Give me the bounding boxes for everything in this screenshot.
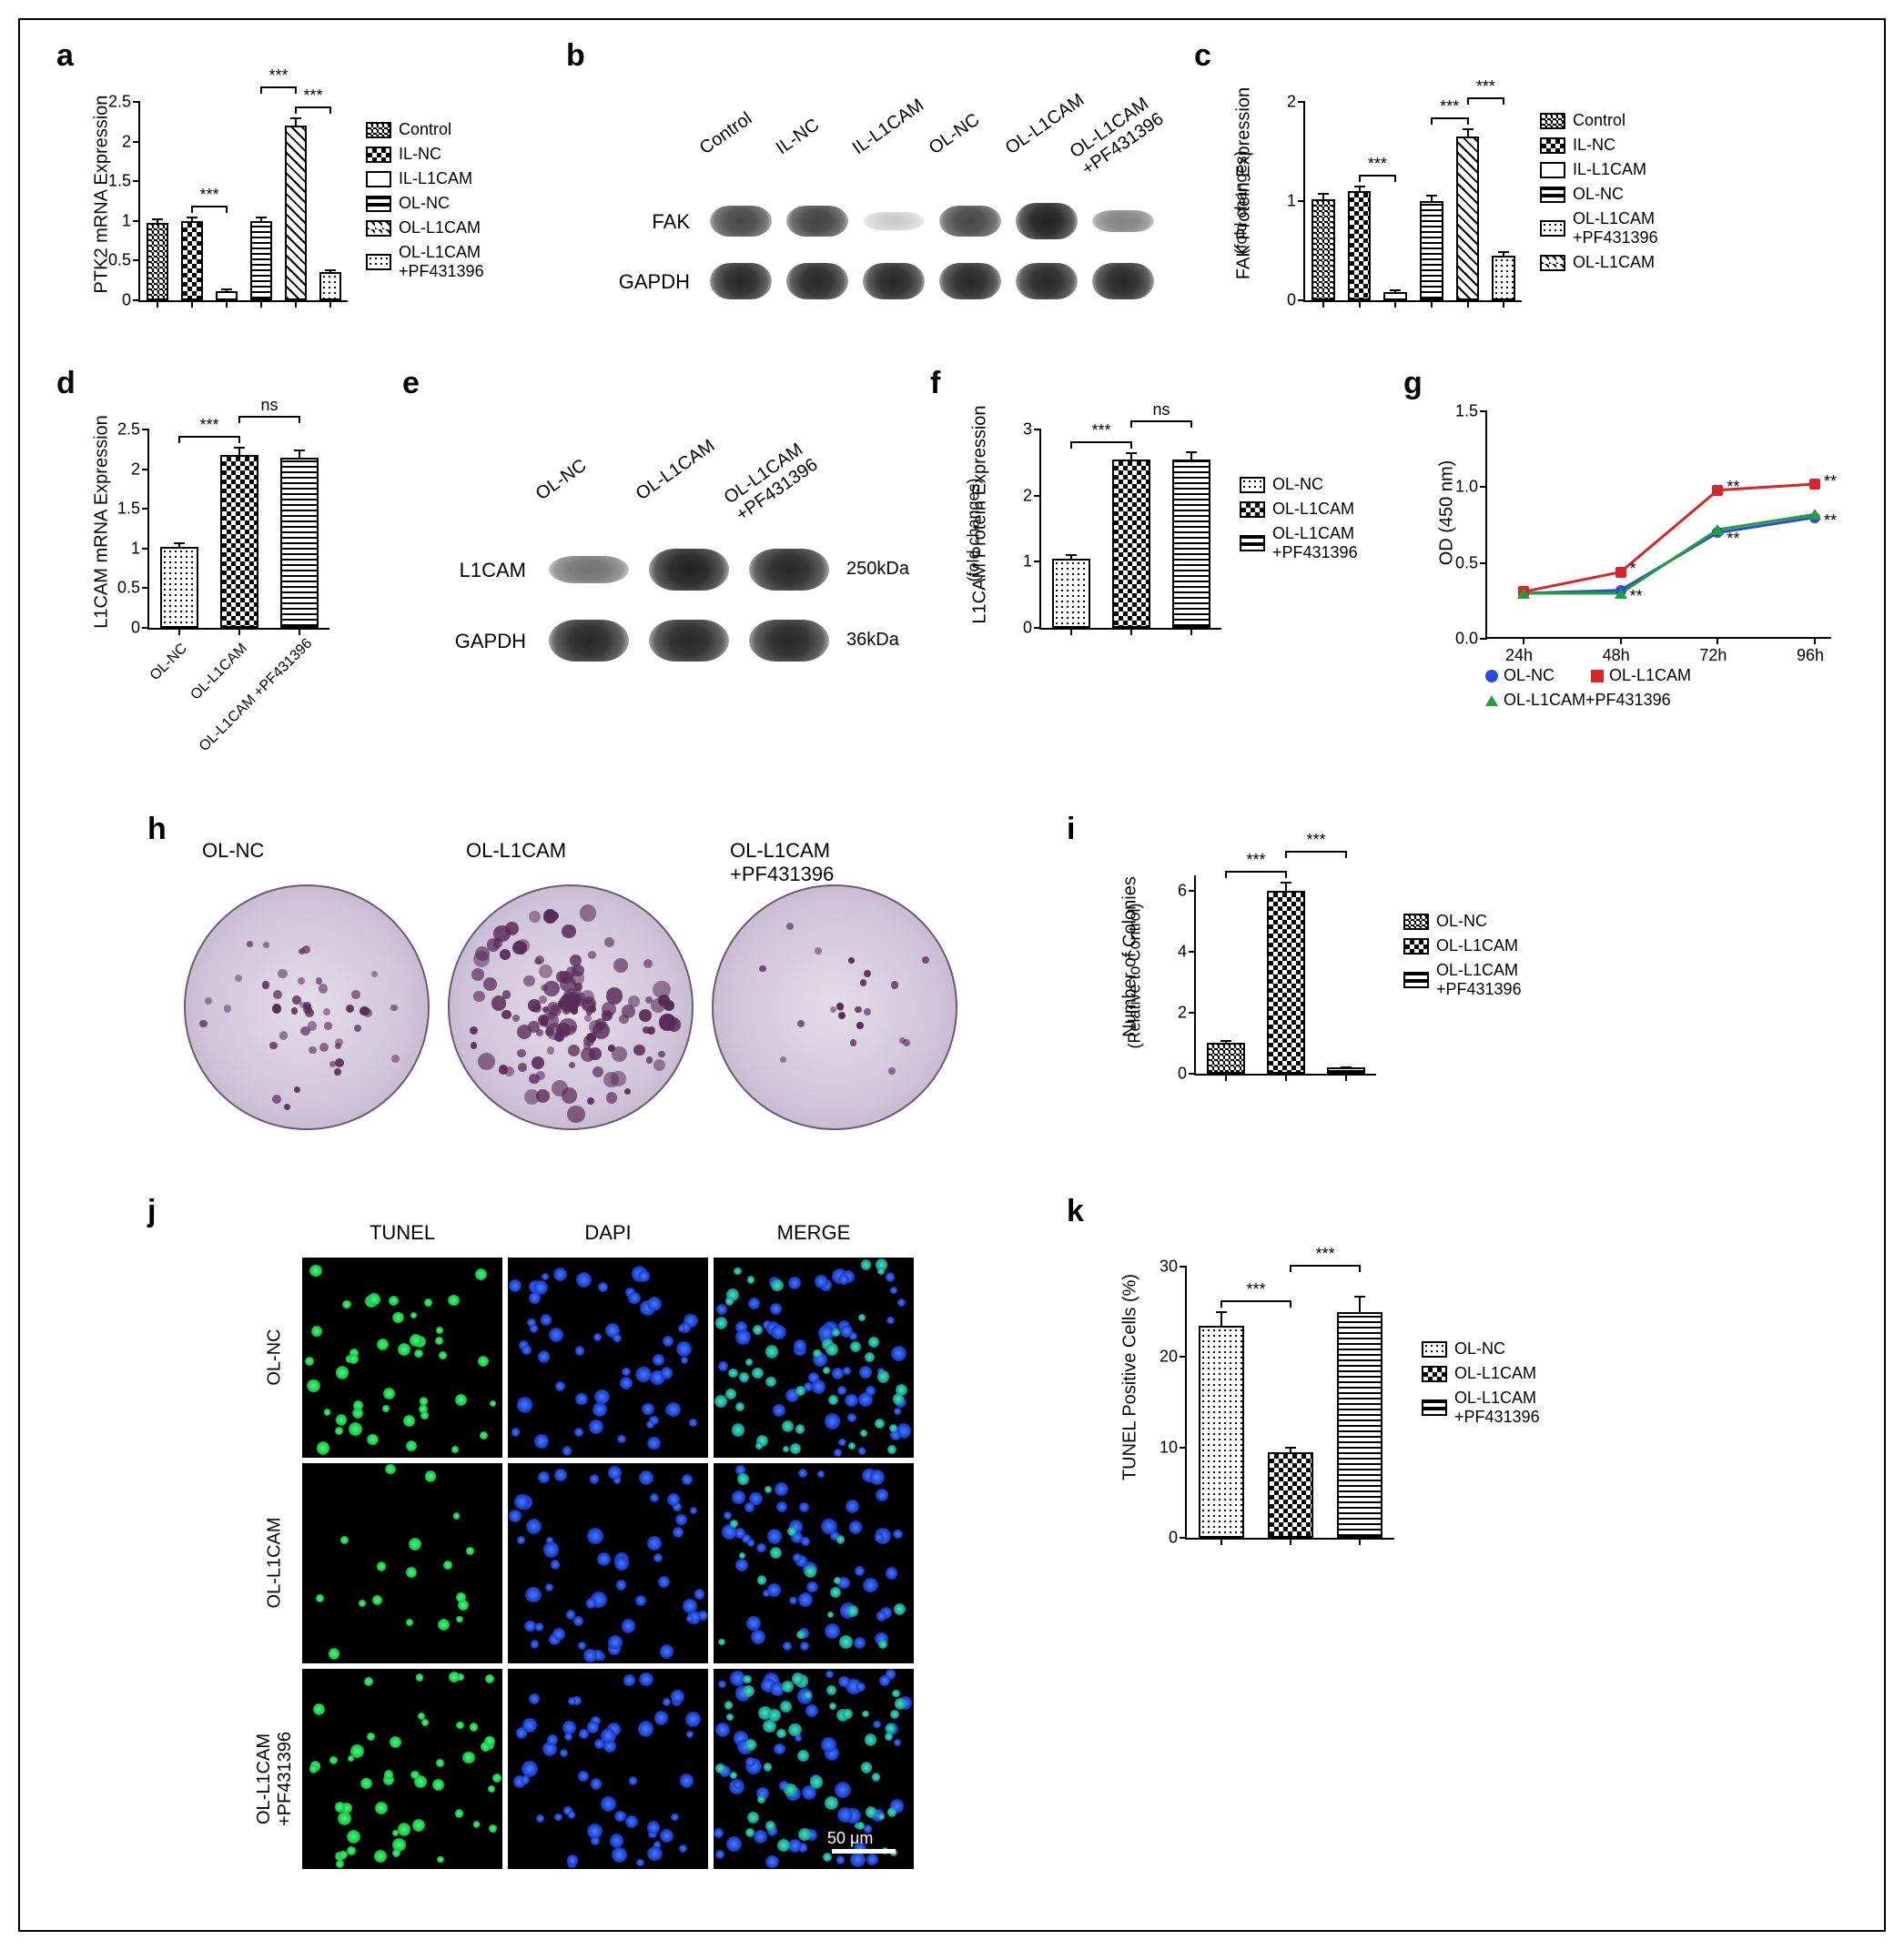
panel-label-k: k bbox=[1067, 1194, 1084, 1229]
legend-item: OL-L1CAM bbox=[1422, 1364, 1540, 1383]
bar bbox=[1172, 460, 1211, 628]
legend-item: OL-L1CAM bbox=[1403, 936, 1522, 955]
colony-plate bbox=[184, 884, 430, 1130]
legend-item: Control bbox=[366, 120, 484, 139]
bar bbox=[1112, 460, 1151, 628]
legend-item: OL-NC bbox=[1240, 475, 1358, 494]
legend-item: IL-L1CAM bbox=[1540, 160, 1658, 179]
colony-plate bbox=[448, 884, 694, 1130]
panel-label-a: a bbox=[56, 38, 74, 74]
bar bbox=[1052, 559, 1091, 628]
panel-label-g: g bbox=[1403, 366, 1423, 401]
k-ylabel: TUNEL Positive Cells (%) bbox=[1120, 1259, 1141, 1496]
fluorescence-tile bbox=[508, 1258, 708, 1458]
legend-item: OL-NC bbox=[1422, 1339, 1540, 1359]
bar bbox=[147, 223, 169, 300]
colony-plate bbox=[712, 884, 957, 1130]
a-legend: Control IL-NC IL-L1CAM OL-NC OL-L1CAM OL-L1CA… bbox=[366, 120, 484, 287]
panel-a: PTK2 mRNA Expression 00.511.522.5*******… bbox=[75, 66, 548, 338]
bar bbox=[216, 291, 238, 300]
fluorescence-tile bbox=[302, 1669, 502, 1869]
legend-item: OL-L1CAM bbox=[1540, 253, 1658, 272]
legend-item: OL-NC bbox=[1403, 912, 1522, 931]
bar bbox=[1207, 1043, 1246, 1074]
panel-label-d: d bbox=[56, 366, 76, 401]
bar bbox=[220, 455, 259, 628]
panel-e: OL-NCOL-L1CAMOL-L1CAM+PF431396L1CAM250kD… bbox=[430, 384, 912, 712]
panel-label-i: i bbox=[1067, 812, 1075, 847]
legend-item: OL-L1CAM+PF431396 bbox=[1403, 961, 1522, 999]
bar bbox=[1337, 1312, 1382, 1538]
panel-f: L1CAM Protein Expression (fold changes) … bbox=[948, 393, 1376, 702]
g-legend: OL-NCOL-L1CAMOL-L1CAM+PF431396 bbox=[1485, 666, 1691, 710]
c-chart: 012********* bbox=[1303, 102, 1522, 302]
bar bbox=[1268, 1452, 1312, 1538]
legend-item: IL-L1CAM bbox=[366, 169, 484, 188]
c-ylabel2: (fold changes) bbox=[1232, 112, 1251, 294]
figure-container: a PTK2 mRNA Expression 00.511.522.5*****… bbox=[18, 18, 1886, 1932]
legend-item: OL-NC bbox=[366, 194, 484, 213]
k-legend: OL-NC OL-L1CAM OL-L1CAM+PF431396 bbox=[1422, 1339, 1540, 1432]
legend-item: OL-L1CAM+PF431396 bbox=[366, 243, 484, 281]
panel-j: TUNELDAPIMERGEOL-NCOL-L1CAMOL-L1CAM+PF43… bbox=[184, 1221, 1003, 1894]
bar bbox=[1492, 256, 1515, 300]
legend-item: OL-L1CAM+PF431396 bbox=[1240, 524, 1358, 562]
bar bbox=[1348, 191, 1372, 300]
i-ylabel2: (Relative to Control) bbox=[1126, 885, 1145, 1067]
bar bbox=[1383, 292, 1407, 300]
panel-label-c: c bbox=[1194, 38, 1211, 74]
panel-d: L1CAM mRNA Expression 00.511.522.5OL-NCO… bbox=[75, 393, 384, 739]
panel-i: Number of Colonies (Relative to Control)… bbox=[1094, 839, 1731, 1130]
bar bbox=[1420, 201, 1443, 300]
i-chart: 0246****** bbox=[1194, 875, 1376, 1076]
panel-b: ControlIL-NCIL-L1CAMOL-NCOL-L1CAMOL-L1CA… bbox=[603, 56, 1167, 338]
bar bbox=[1327, 1067, 1366, 1074]
legend-item: Control bbox=[1540, 111, 1658, 130]
panel-label-j: j bbox=[147, 1194, 156, 1229]
fluorescence-tile bbox=[302, 1463, 502, 1663]
fluorescence-tile bbox=[714, 1463, 914, 1663]
f-ylabel2: (fold changes) bbox=[965, 440, 984, 621]
d-chart: 00.511.522.5OL-NCOL-L1CAMOL-L1CAM +PF431… bbox=[147, 429, 329, 630]
panel-label-e: e bbox=[402, 366, 420, 401]
panel-k: TUNEL Positive Cells (%) 0102030****** O… bbox=[1094, 1230, 1749, 1612]
panel-label-h: h bbox=[147, 812, 167, 847]
panel-label-b: b bbox=[566, 38, 585, 74]
fluorescence-tile bbox=[714, 1258, 914, 1458]
legend-item: OL-L1CAM bbox=[366, 218, 484, 237]
bar bbox=[1456, 136, 1480, 300]
fluorescence-tile bbox=[508, 1669, 708, 1869]
legend-item: OL-NC bbox=[1540, 185, 1658, 204]
k-chart: 0102030****** bbox=[1185, 1267, 1394, 1540]
f-chart: 0123***ns bbox=[1039, 429, 1221, 630]
i-legend: OL-NC OL-L1CAM OL-L1CAM+PF431396 bbox=[1403, 912, 1522, 1005]
bar bbox=[285, 126, 308, 300]
a-chart: 00.511.522.5********* bbox=[138, 102, 348, 302]
bar bbox=[181, 221, 204, 300]
fluorescence-tile: 50 μm bbox=[714, 1669, 914, 1869]
g-chart: 0.00.51.01.524h48h72h96h*********** bbox=[1485, 411, 1831, 639]
d-ylabel: L1CAM mRNA Expression bbox=[92, 413, 113, 631]
f-legend: OL-NC OL-L1CAM OL-L1CAM+PF431396 bbox=[1240, 475, 1358, 568]
legend-item: OL-L1CAM+PF431396 bbox=[1540, 209, 1658, 248]
c-legend: Control IL-NC IL-L1CAM OL-NC OL-L1CAM+PF4313… bbox=[1540, 111, 1658, 278]
panel-c: FAK Protein Expression (fold changes) 01… bbox=[1212, 66, 1868, 338]
bar bbox=[250, 221, 273, 300]
legend-item: OL-L1CAM+PF431396 bbox=[1422, 1389, 1540, 1427]
panel-g: OD (450 nm) 0.00.51.01.524h48h72h96h****… bbox=[1422, 393, 1868, 739]
bar bbox=[1312, 199, 1335, 300]
fluorescence-tile bbox=[508, 1463, 708, 1663]
fluorescence-tile bbox=[302, 1258, 502, 1458]
legend-item: OL-L1CAM bbox=[1240, 500, 1358, 519]
panel-h: OL-NCOL-L1CAMOL-L1CAM+PF431396 bbox=[184, 839, 1003, 1167]
bar bbox=[319, 272, 342, 300]
bar bbox=[1199, 1326, 1243, 1538]
bar bbox=[1267, 891, 1306, 1074]
bar bbox=[280, 458, 319, 628]
bar bbox=[160, 547, 199, 628]
legend-item: IL-NC bbox=[366, 145, 484, 164]
panel-label-f: f bbox=[930, 366, 940, 401]
legend-item: IL-NC bbox=[1540, 136, 1658, 155]
